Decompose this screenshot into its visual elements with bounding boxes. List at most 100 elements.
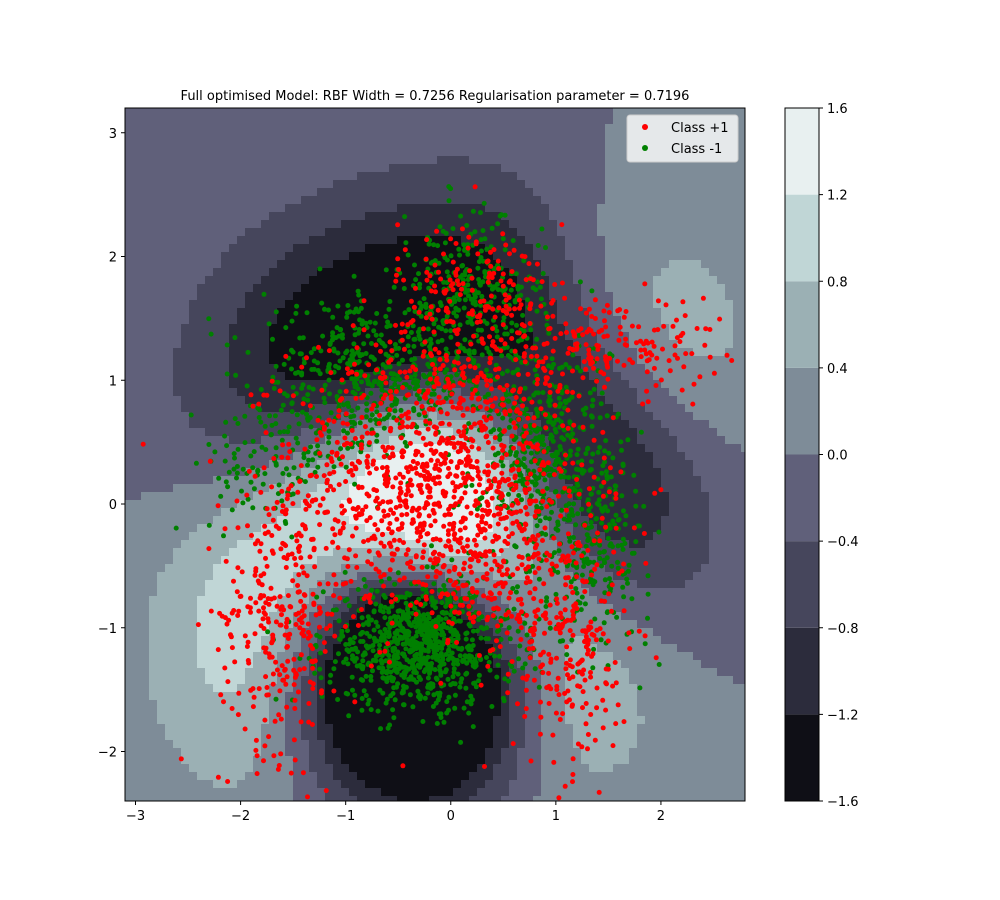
contour-cell (221, 596, 230, 605)
contour-cell (381, 156, 390, 165)
contour-cell (325, 380, 334, 389)
contour-cell (221, 196, 230, 205)
contour-cell (125, 564, 134, 573)
contour-cell (701, 500, 710, 509)
contour-cell (253, 556, 262, 565)
contour-cell (477, 468, 486, 477)
contour-cell (165, 564, 174, 573)
contour-cell (477, 260, 486, 269)
contour-cell (157, 484, 166, 493)
contour-cell (653, 284, 662, 293)
contour-cell (581, 292, 590, 301)
contour-cell (605, 284, 614, 293)
contour-cell (269, 556, 278, 565)
contour-cell (725, 284, 734, 293)
contour-cell (477, 332, 486, 341)
contour-cell (445, 548, 454, 557)
contour-cell (621, 548, 630, 557)
contour-cell (381, 180, 390, 189)
contour-cell (725, 532, 734, 541)
contour-cell (453, 572, 462, 581)
contour-cell (661, 484, 670, 493)
contour-cell (661, 436, 670, 445)
contour-cell (637, 540, 646, 549)
contour-cell (349, 372, 358, 381)
contour-cell (165, 340, 174, 349)
contour-cell (485, 308, 494, 317)
contour-cell (293, 204, 302, 213)
contour-cell (693, 364, 702, 373)
contour-cell (413, 564, 422, 573)
contour-cell (709, 284, 718, 293)
contour-cell (709, 108, 718, 117)
contour-cell (397, 236, 406, 245)
contour-cell (669, 316, 678, 325)
contour-cell (133, 596, 142, 605)
contour-cell (677, 444, 686, 453)
contour-cell (317, 292, 326, 301)
contour-cell (461, 212, 470, 221)
contour-cell (157, 172, 166, 181)
contour-cell (389, 220, 398, 229)
contour-cell (429, 276, 438, 285)
contour-cell (565, 548, 574, 557)
contour-cell (173, 156, 182, 165)
contour-cell (373, 276, 382, 285)
contour-cell (437, 556, 446, 565)
contour-cell (381, 196, 390, 205)
contour-cell (605, 612, 614, 621)
contour-cell (229, 308, 238, 317)
contour-cell (709, 164, 718, 173)
contour-cell (277, 140, 286, 149)
contour-cell (277, 356, 286, 365)
contour-cell (277, 300, 286, 309)
contour-cell (445, 412, 454, 421)
contour-cell (173, 196, 182, 205)
contour-cell (157, 316, 166, 325)
contour-cell (341, 260, 350, 269)
contour-cell (301, 116, 310, 125)
contour-cell (525, 316, 534, 325)
contour-cell (237, 364, 246, 373)
contour-cell (437, 484, 446, 493)
contour-cell (429, 268, 438, 277)
contour-cell (541, 348, 550, 357)
contour-cell (605, 220, 614, 229)
contour-cell (189, 540, 198, 549)
contour-cell (301, 436, 310, 445)
contour-cell (429, 228, 438, 237)
contour-cell (397, 108, 406, 117)
contour-cell (141, 516, 150, 525)
contour-cell (325, 564, 334, 573)
contour-cell (709, 468, 718, 477)
contour-cell (509, 132, 518, 141)
contour-cell (381, 316, 390, 325)
contour-cell (701, 596, 710, 605)
contour-cell (493, 540, 502, 549)
contour-cell (445, 540, 454, 549)
contour-cell (293, 292, 302, 301)
contour-cell (173, 356, 182, 365)
contour-cell (485, 140, 494, 149)
contour-cell (325, 268, 334, 277)
contour-cell (637, 188, 646, 197)
contour-cell (669, 532, 678, 541)
contour-cell (133, 620, 142, 629)
contour-cell (173, 612, 182, 621)
contour-cell (517, 556, 526, 565)
contour-cell (469, 188, 478, 197)
contour-cell (181, 228, 190, 237)
contour-cell (549, 588, 558, 597)
contour-cell (557, 292, 566, 301)
contour-cell (677, 204, 686, 213)
contour-cell (293, 116, 302, 125)
contour-cell (733, 604, 742, 613)
contour-cell (229, 420, 238, 429)
contour-cell (157, 204, 166, 213)
contour-cell (613, 268, 622, 277)
contour-cell (693, 316, 702, 325)
contour-cell (549, 124, 558, 133)
contour-cell (653, 268, 662, 277)
contour-cell (269, 204, 278, 213)
contour-cell (645, 204, 654, 213)
